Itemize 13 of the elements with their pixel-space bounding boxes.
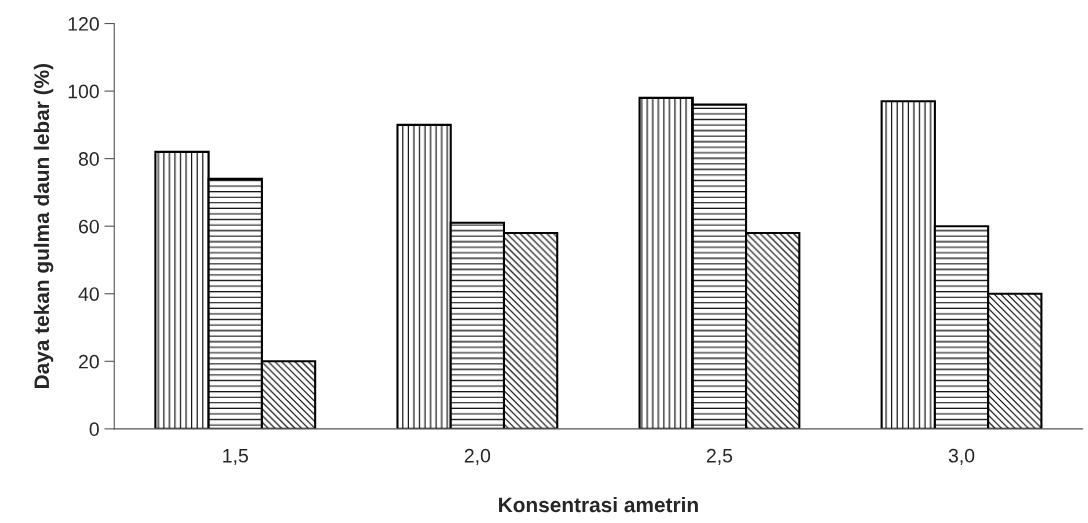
y-tick-label: 20 (79, 354, 99, 369)
x-tick-label: 3,0 (948, 448, 975, 465)
y-tick-label: 80 (78, 152, 99, 166)
x-tick-label: 2,0 (464, 448, 491, 465)
y-tick-label: 40 (78, 287, 99, 301)
x-tick-label: 1,5 (223, 449, 248, 465)
x-axis-title: Konsentrasi ametrin (499, 496, 698, 513)
y-tick-label: 0 (89, 422, 99, 437)
x-tick-label: 2,5 (706, 448, 733, 465)
y-tick-label: 100 (68, 84, 99, 99)
y-axis-title: Daya tekan gulma daun lebar (%) (33, 63, 54, 389)
y-tick-label: 60 (79, 219, 99, 234)
y-tick-label: 120 (68, 17, 99, 31)
